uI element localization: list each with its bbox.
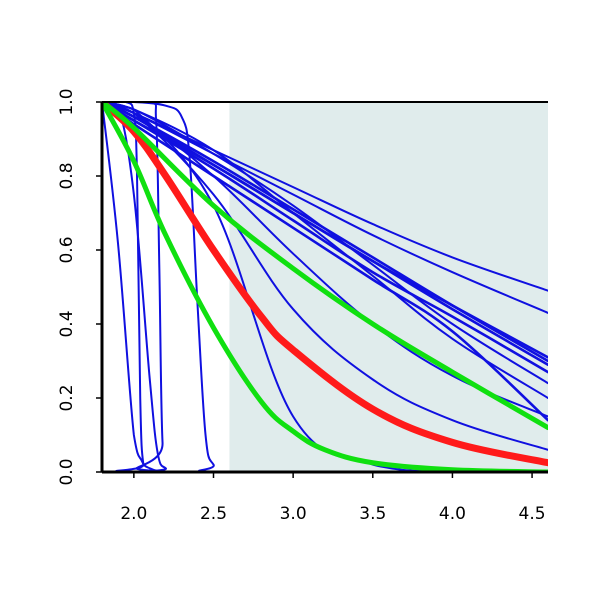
y-tick-label: 0.2 xyxy=(57,384,77,411)
series-line-red-17 xyxy=(102,102,548,467)
y-tick-label: 0.8 xyxy=(57,162,77,189)
series-line-blue-14 xyxy=(102,102,548,472)
y-tick-label: 0.6 xyxy=(57,236,77,263)
series-line-green-19 xyxy=(102,102,548,472)
y-tick-label: 1.0 xyxy=(57,88,77,115)
x-tick-label: 4.0 xyxy=(439,504,466,524)
series-line-green-18 xyxy=(102,102,548,431)
series-line-blue-13 xyxy=(102,102,548,472)
x-tick-label: 4.5 xyxy=(519,504,546,524)
x-tick-label: 3.0 xyxy=(280,504,307,524)
series-line-blue-12 xyxy=(102,102,548,472)
y-tick-label: 0.0 xyxy=(57,458,77,485)
plot-region xyxy=(229,102,548,472)
x-tick-label: 3.5 xyxy=(359,504,386,524)
axes-layer: 2.0 2.5 3.0 3.5 4.0 4.5 0.0 0.2 0.4 0.6 0.8 1.0 xyxy=(57,88,548,524)
y-tick-label: 0.4 xyxy=(57,310,77,337)
series-line-blue-8 xyxy=(102,102,548,399)
series-line-blue-10 xyxy=(102,102,548,451)
series-line-blue-0 xyxy=(102,102,548,422)
x-tick-label: 2.5 xyxy=(200,504,227,524)
series-line-blue-16 xyxy=(102,102,548,472)
shaded-region xyxy=(229,102,548,472)
series-layer xyxy=(102,102,548,472)
x-tick-label: 2.0 xyxy=(120,504,147,524)
